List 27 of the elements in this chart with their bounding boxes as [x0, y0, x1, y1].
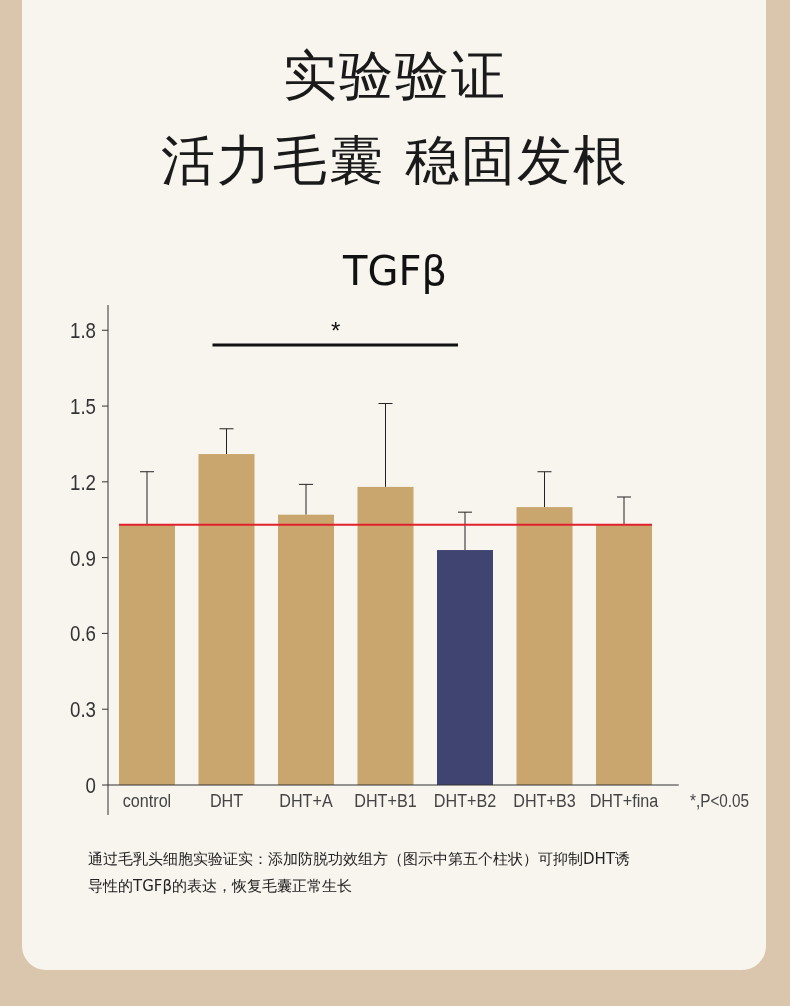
y-tick-label: 0.9 [70, 546, 96, 570]
x-tick-label: DHT+A [279, 789, 333, 812]
x-tick-label: control [122, 789, 172, 812]
text: *,P<0.05 [690, 790, 750, 812]
bar [437, 550, 493, 785]
text: 通过毛乳头细胞实验证实：添加防脱功效组方（图示中第五个柱状）可抑制DHT诱导性的TGFβ的表达，恢复毛囊正常生长 [88, 849, 631, 897]
text: 实验验证 [282, 43, 508, 109]
chart-title: TGFβ [342, 248, 448, 294]
x-tick-label: DHT+B1 [354, 789, 417, 812]
annotation: * [331, 317, 341, 344]
y-tick-label: 1.2 [70, 470, 96, 495]
y-tick-label: 0.3 [70, 697, 96, 722]
x-tick-label: DHT+B2 [433, 789, 497, 812]
x-tick-label: DHT+fina [589, 789, 659, 812]
bar [119, 524, 175, 785]
x-tick-label: DHT [209, 789, 244, 812]
bar [357, 486, 414, 785]
bar [198, 454, 255, 785]
y-tick-label: 0.6 [70, 622, 96, 646]
x-tick-label: DHT+B3 [513, 789, 576, 812]
bar [278, 514, 334, 785]
text: 活力毛囊 稳固发根 [160, 128, 630, 194]
y-tick-label: 0 [85, 773, 96, 798]
y-tick-label: 1.8 [70, 318, 96, 343]
bar [596, 524, 652, 785]
bar [516, 507, 573, 785]
y-tick-label: 1.5 [70, 394, 96, 419]
